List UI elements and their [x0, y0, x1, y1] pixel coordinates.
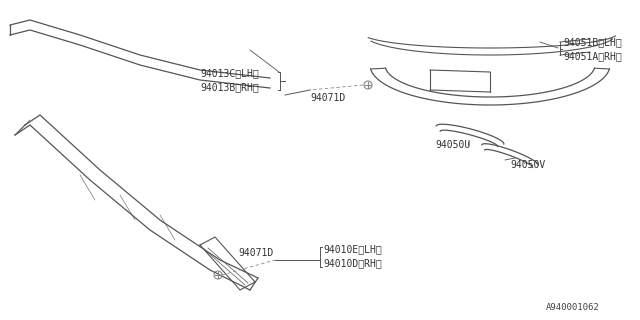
Text: 94051B〈LH〉: 94051B〈LH〉 — [563, 37, 621, 47]
Text: 94013B〈RH〉: 94013B〈RH〉 — [200, 82, 259, 92]
Text: 94071D: 94071D — [238, 248, 273, 258]
Text: A940001062: A940001062 — [547, 303, 600, 312]
Text: 94050V: 94050V — [510, 160, 545, 170]
Text: 94050U: 94050U — [435, 140, 470, 150]
Text: 94051A〈RH〉: 94051A〈RH〉 — [563, 51, 621, 61]
Text: 94010E〈LH〉: 94010E〈LH〉 — [323, 244, 381, 254]
Text: 94010D〈RH〉: 94010D〈RH〉 — [323, 258, 381, 268]
Text: 94013C〈LH〉: 94013C〈LH〉 — [200, 68, 259, 78]
Text: 94071D: 94071D — [310, 93, 345, 103]
